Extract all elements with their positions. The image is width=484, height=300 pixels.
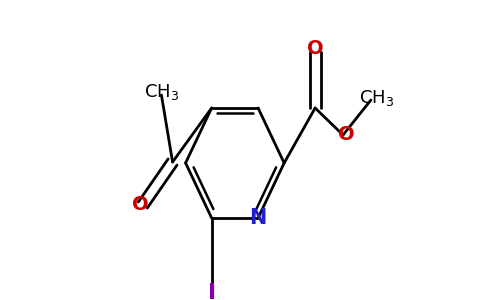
Text: O: O (307, 40, 323, 58)
Text: O: O (132, 196, 148, 214)
Text: O: O (338, 125, 354, 145)
Text: CH$_3$: CH$_3$ (359, 88, 394, 109)
Text: N: N (249, 208, 267, 228)
Text: I: I (208, 283, 216, 300)
Text: CH$_3$: CH$_3$ (144, 82, 179, 102)
